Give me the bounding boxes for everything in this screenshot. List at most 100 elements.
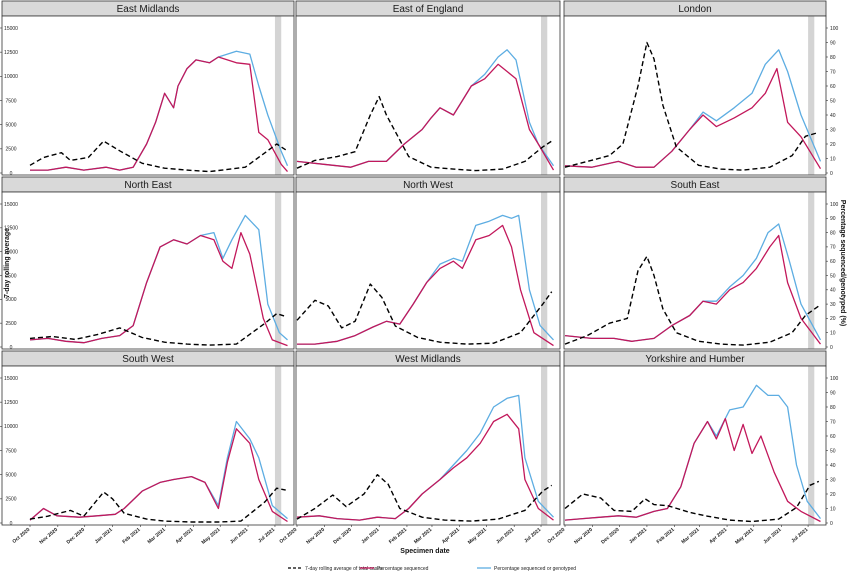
shaded-period [808, 366, 815, 525]
y-tick-label-right: 30 [830, 477, 836, 483]
x-tick-label: Jan 2021 [360, 527, 380, 545]
series-line-sequenced [296, 413, 554, 521]
x-tick-label: Jan 2021 [628, 527, 648, 545]
y-tick-label-left: 10000 [4, 249, 18, 255]
x-tick-label: Nov 2020 [573, 527, 594, 546]
y-tick-label-left: 15000 [4, 26, 18, 32]
x-tick-label: Mar 2021 [147, 527, 167, 545]
x-tick-label: Nov 2020 [38, 527, 59, 546]
y-tick-label-right: 60 [830, 259, 836, 265]
y-tick-label-right: 60 [830, 84, 836, 90]
y-tick-label-right: 60 [830, 434, 836, 440]
y-tick-label-left: 5000 [5, 472, 16, 478]
x-tick-label: Jun 2021 [495, 527, 515, 545]
y-tick-label-right: 0 [830, 345, 833, 351]
y-tick-label-right: 80 [830, 405, 836, 411]
x-tick-label: Oct 2020 [546, 527, 566, 545]
y-tick-label-right: 50 [830, 448, 836, 454]
shaded-period [274, 192, 282, 349]
y-tick-label-right: 0 [830, 171, 833, 177]
y-tick-label-right: 30 [830, 127, 836, 133]
facet-panel-west-midlands: West Midlands Oct 2020 Nov 2020 Dec 2020 Jan… [278, 350, 561, 546]
y-tick-label-left: 0 [10, 521, 13, 527]
series-line-cases [29, 312, 286, 346]
y-tick-label-left: 10000 [4, 424, 18, 430]
x-tick-label: Dec 2020 [332, 527, 353, 546]
y-tick-label-left: 2500 [5, 497, 16, 503]
series-line-cases [296, 283, 553, 345]
y-tick-label-left: 0 [10, 345, 13, 351]
facet-panel-south-west: South West 0 2500 5000 7500 10000 12500 15000 Oc… [0, 350, 295, 546]
x-tick-label: Jan 2021 [94, 527, 114, 545]
plot-area [563, 365, 827, 526]
y-tick-label-right: 90 [830, 216, 836, 222]
shaded-period [541, 192, 548, 349]
x-tick-label: May 2021 [467, 527, 488, 546]
y-tick-label-left: 15000 [4, 202, 18, 208]
y-tick-label-right: 70 [830, 419, 836, 425]
facet-title: London [678, 4, 711, 15]
legend-label: Percentage sequenced [377, 566, 429, 572]
y-tick-label-left: 2500 [5, 147, 16, 153]
y-tick-label-right: 90 [830, 390, 836, 396]
facet-panel-south-east: South East 0 10 20 30 40 50 60 70 80 90 100 [563, 176, 839, 351]
plot-area [295, 15, 561, 176]
y-tick-label-right: 70 [830, 245, 836, 251]
facet-panel-east-midlands: East Midlands 0 2500 5000 7500 10000 12500 1500… [0, 0, 295, 177]
x-tick-label: Apr 2021 [175, 527, 195, 545]
facet-title: Yorkshire and Humber [645, 354, 745, 365]
y-tick-label-left: 12500 [4, 400, 18, 406]
y-tick-label-right: 80 [830, 55, 836, 61]
shaded-period [541, 16, 548, 175]
series-line-cases [564, 480, 820, 523]
x-axis-title: Specimen date [400, 548, 450, 555]
series-line-sequenced [296, 63, 555, 171]
y-tick-label-left: 0 [10, 171, 13, 177]
x-tick-label: Feb 2021 [388, 527, 408, 545]
y-tick-label-left: 5000 [5, 297, 16, 303]
x-tick-label: Oct 2020 [11, 527, 31, 545]
facet-panel-london: London 0 10 20 30 40 50 60 70 80 90 100 [563, 0, 839, 177]
x-tick-label: Nov 2020 [305, 527, 326, 546]
y-tick-label-left: 7500 [5, 448, 16, 454]
facet-panel-yorkshire-and-humber: Yorkshire and Humber 0 10 20 30 40 50 60 70 80 90 1… [546, 350, 839, 546]
x-tick-label: Jul 2021 [523, 527, 542, 544]
y-axis-title-right: Percentage sequenced/genotyped (%) [839, 200, 846, 326]
y-tick-label-right: 20 [830, 316, 836, 322]
x-tick-label: May 2021 [734, 527, 755, 546]
shaded-period [274, 366, 282, 525]
y-tick-label-right: 10 [830, 506, 836, 512]
plot-area [295, 365, 561, 526]
y-tick-label-left: 10000 [4, 74, 18, 80]
x-tick-label: Jul 2021 [790, 527, 809, 544]
y-tick-label-left: 12500 [4, 226, 18, 232]
x-tick-label: Mar 2021 [680, 527, 700, 545]
plot-area [563, 191, 827, 350]
facet-title: North West [403, 180, 453, 191]
x-tick-label: Feb 2021 [121, 527, 141, 545]
facet-panel-north-east: North East 0 2500 5000 7500 10000 12500 15000 [0, 176, 295, 351]
y-tick-label-right: 100 [830, 26, 839, 32]
legend: 7-day rolling average of total casesPerc… [288, 566, 576, 572]
y-tick-label-right: 10 [830, 331, 836, 337]
y-tick-label-right: 50 [830, 273, 836, 279]
plot-area [295, 191, 561, 350]
facet-title: West Midlands [395, 354, 460, 365]
series-line-cases [29, 487, 286, 523]
x-tick-label: Oct 2020 [278, 527, 298, 545]
x-tick-label: Feb 2021 [656, 527, 676, 545]
y-tick-label-right: 40 [830, 463, 836, 469]
y-tick-label-right: 0 [830, 521, 833, 527]
x-tick-label: Dec 2020 [66, 527, 87, 546]
y-tick-label-right: 40 [830, 288, 836, 294]
x-tick-label: Apr 2021 [441, 527, 461, 545]
series-line-sequenced [297, 224, 554, 347]
legend-label: Percentage sequenced or genotyped [494, 566, 576, 572]
y-tick-label-left: 12500 [4, 50, 18, 56]
x-tick-label: Apr 2021 [708, 527, 728, 545]
series-line-sequenced [564, 417, 821, 523]
series-line-cases [296, 95, 553, 172]
shaded-period [541, 366, 548, 525]
y-tick-label-right: 40 [830, 113, 836, 119]
y-tick-label-right: 90 [830, 40, 836, 46]
